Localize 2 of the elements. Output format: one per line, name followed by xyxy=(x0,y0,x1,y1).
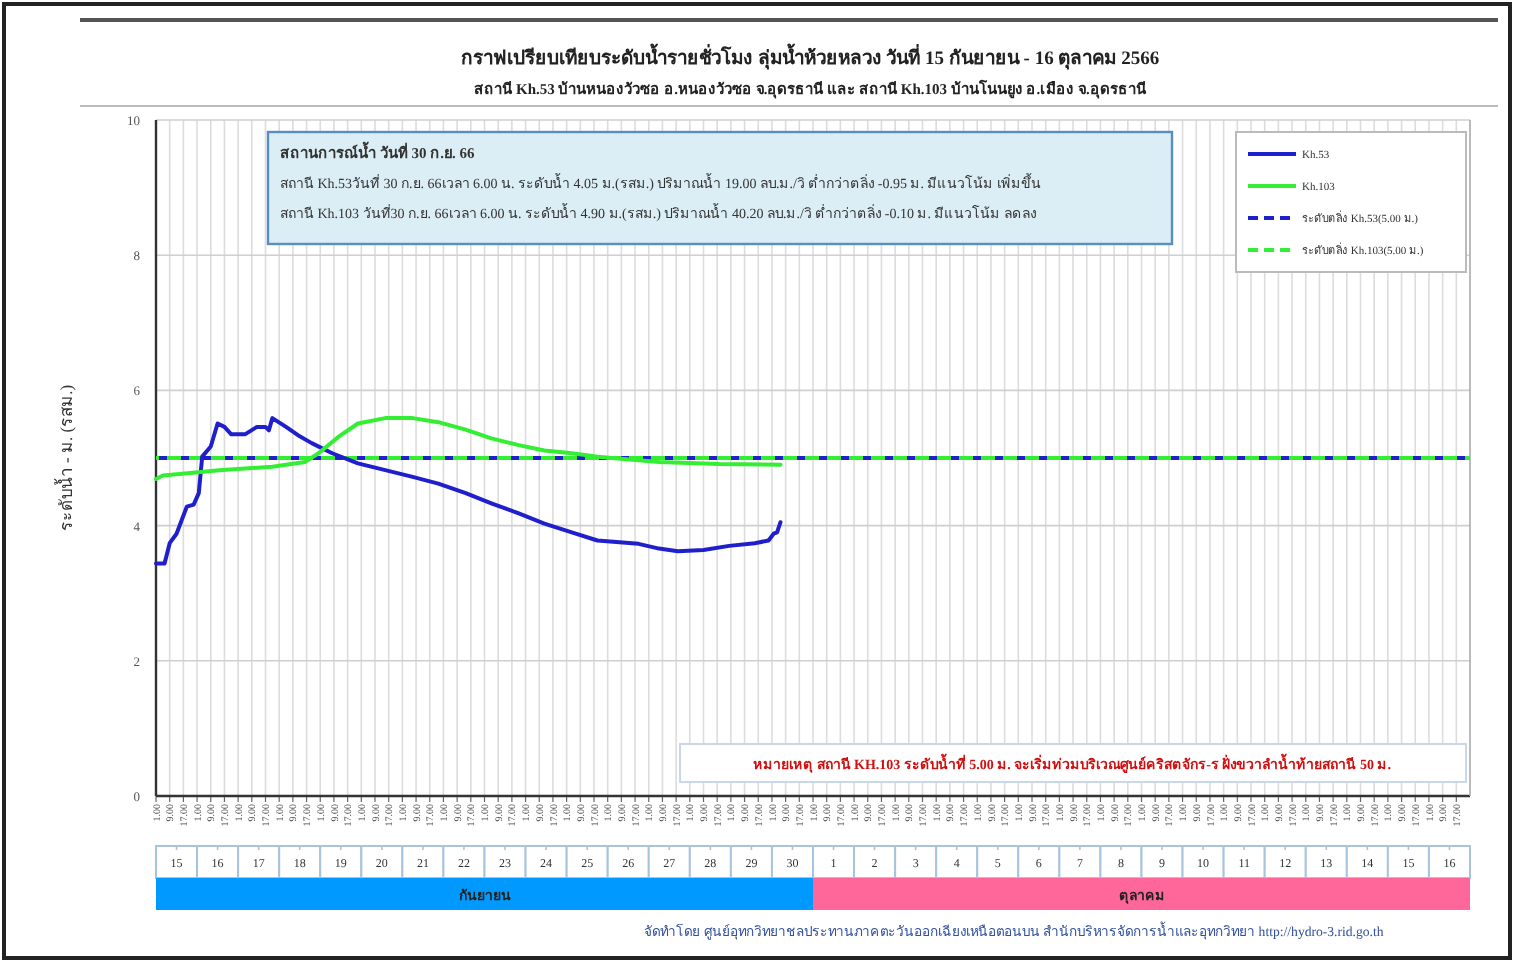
y-axis-title: ระดับน้ำ - ม. (รสม.) xyxy=(54,384,76,532)
chart-title: กราฟเปรียบเทียบระดับน้ำรายชั่วโมง ลุ่มน้ำห้วยหลวง วันที่ 15 กันยายน - 16 ตุลาคม 2566 xyxy=(460,42,1160,70)
